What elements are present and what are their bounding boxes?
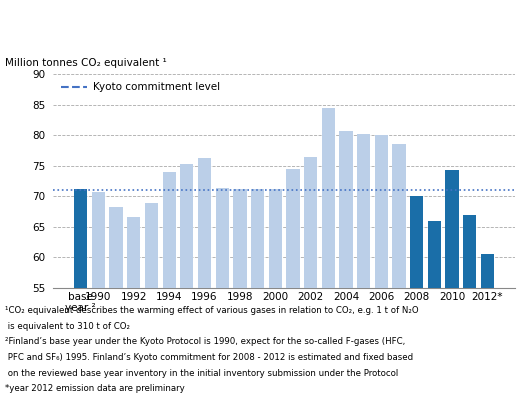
Bar [322,108,335,411]
Bar [463,215,476,411]
Bar [180,164,193,411]
Bar [92,192,105,411]
Text: is equivalent to 310 t of CO₂: is equivalent to 310 t of CO₂ [5,322,130,331]
Bar [375,135,388,411]
Bar [304,157,317,411]
Bar [233,189,246,411]
Bar [74,189,88,411]
Legend: Kyoto commitment level: Kyoto commitment level [58,79,223,95]
Text: ¹CO₂ equivalent describes the warming effect of various gases in relation to CO₂: ¹CO₂ equivalent describes the warming ef… [5,306,419,315]
Bar [216,188,229,411]
Bar [410,196,423,411]
Text: Million tonnes CO₂ equivalent ¹: Million tonnes CO₂ equivalent ¹ [5,58,167,68]
Bar [109,207,123,411]
Text: ²Finland’s base year under the Kyoto Protocol is 1990, expect for the so-called : ²Finland’s base year under the Kyoto Pro… [5,337,406,346]
Bar [339,132,353,411]
Bar [428,221,441,411]
Bar [269,189,282,411]
Text: PFC and SF₆) 1995. Finland’s Kyoto commitment for 2008 - 2012 is estimated and f: PFC and SF₆) 1995. Finland’s Kyoto commi… [5,353,414,362]
Bar [251,189,264,411]
Bar [127,217,140,411]
Bar [286,169,299,411]
Text: on the reviewed base year inventory in the initial inventory submission under th: on the reviewed base year inventory in t… [5,369,399,378]
Bar [392,144,406,411]
Bar [481,254,494,411]
Bar [357,134,370,411]
Bar [198,158,211,411]
Bar [446,170,459,411]
Bar [162,172,176,411]
Text: *year 2012 emission data are preliminary: *year 2012 emission data are preliminary [5,384,185,393]
Bar [145,203,158,411]
